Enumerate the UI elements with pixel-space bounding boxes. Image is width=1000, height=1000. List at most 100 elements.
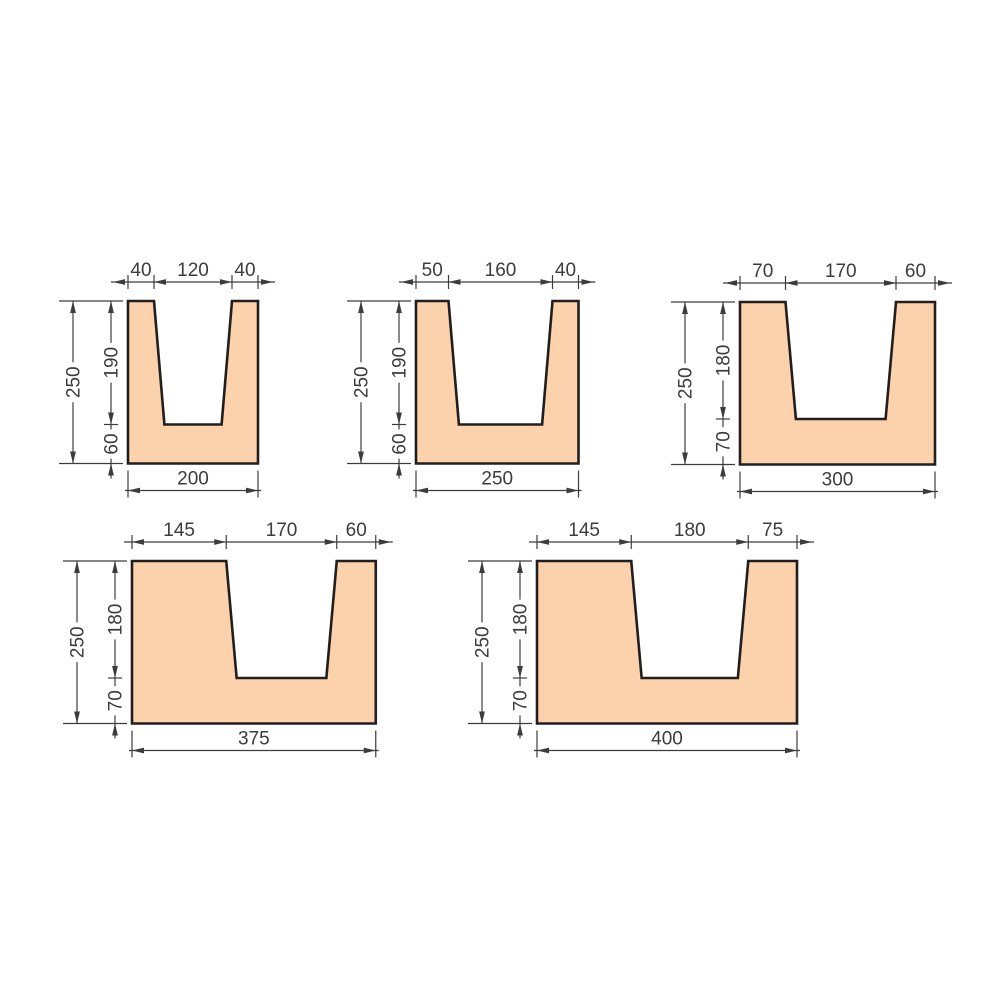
- dimension-label: 170: [266, 520, 298, 541]
- dimension-arrow: [537, 539, 549, 545]
- dimension-arrow: [113, 279, 125, 285]
- u-block-250: 50 160 40 250 190 60 250: [347, 260, 596, 498]
- dimension-arrow: [246, 487, 258, 494]
- u-block-300: 70 170 60 250 180 70 300: [671, 261, 952, 499]
- dimension-arrow: [725, 280, 737, 286]
- dimension-label: 75: [762, 520, 783, 541]
- dimension-label: 145: [568, 520, 600, 541]
- dimension-label: 180: [714, 345, 735, 377]
- dimension-label: 200: [177, 469, 209, 490]
- dimension-arrow: [923, 488, 935, 495]
- u-block-shape: [414, 299, 580, 465]
- label-mask: [473, 622, 491, 663]
- dimension-label-group: 60: [390, 429, 411, 459]
- dimension-label: 375: [238, 729, 270, 750]
- dimension-label: 400: [651, 729, 683, 750]
- dimension-arrow: [324, 539, 337, 545]
- dimension-arrow: [720, 464, 726, 477]
- label-mask: [714, 427, 732, 457]
- dimension-arrow: [70, 301, 76, 313]
- dimension-arrow: [720, 407, 726, 419]
- dimension-arrow: [416, 487, 428, 494]
- dimension-label: 70: [511, 690, 532, 711]
- dimension-arrow: [401, 279, 413, 285]
- dimension-arrow: [70, 451, 76, 464]
- dimension-arrow: [740, 488, 752, 495]
- label-mask: [102, 429, 120, 459]
- label-mask: [102, 342, 120, 383]
- dimension-arrow: [619, 539, 632, 545]
- dimension-arrow: [112, 723, 118, 736]
- dimension-arrow: [132, 539, 144, 545]
- dimension-label: 50: [422, 260, 443, 281]
- dimension-arrow: [358, 301, 364, 313]
- dimension-arrow: [566, 487, 579, 494]
- dimension-label: 120: [177, 260, 209, 281]
- dimension-label-group: 250: [676, 363, 697, 404]
- dimension-label: 300: [822, 470, 854, 491]
- label-mask: [714, 340, 732, 381]
- label-mask: [352, 362, 370, 403]
- dimension-arrow: [720, 302, 726, 314]
- dimension-arrow: [214, 539, 227, 545]
- dimension-label: 40: [555, 260, 576, 281]
- label-mask: [68, 622, 86, 663]
- dimension-label: 70: [106, 690, 127, 711]
- dimension-arrow: [736, 539, 749, 545]
- dimension-label-group: 250: [64, 362, 85, 403]
- dimension-arrow: [132, 747, 144, 754]
- dimension-arrow: [682, 302, 688, 314]
- dimension-arrow: [396, 412, 402, 425]
- dimension-arrow: [378, 539, 391, 545]
- dimension-label-group: 250: [473, 622, 494, 663]
- dimension-arrow: [108, 412, 114, 425]
- dimension-label-group: 250: [68, 622, 89, 663]
- dimension-label: 60: [905, 261, 926, 282]
- dimension-arrow: [479, 711, 485, 724]
- dimension-label: 170: [825, 261, 857, 282]
- dimension-arrow: [938, 280, 950, 286]
- dimension-label: 190: [390, 347, 411, 379]
- dimension-arrow: [112, 666, 118, 678]
- dimension-label: 250: [676, 367, 697, 399]
- dimension-arrow: [396, 463, 402, 476]
- u-block-shape: [535, 559, 799, 725]
- dimension-label-group: 180: [714, 340, 735, 381]
- dimension-label-group: 180: [511, 599, 532, 640]
- dimension-label-group: 180: [106, 599, 127, 640]
- dimension-arrow: [358, 451, 364, 464]
- dimension-label: 190: [102, 347, 123, 379]
- dimension-arrow: [108, 301, 114, 313]
- label-mask: [106, 599, 124, 640]
- dimension-label: 70: [752, 261, 773, 282]
- u-block-shape: [130, 559, 378, 725]
- dimension-arrow: [537, 747, 549, 754]
- dimension-label: 70: [714, 431, 735, 452]
- dimension-arrow: [154, 279, 166, 285]
- u-block-400: 145 180 75 250 180 70 400: [468, 520, 814, 758]
- dimension-arrow: [479, 561, 485, 573]
- dimension-arrow: [517, 561, 523, 573]
- dimension-arrow: [800, 539, 812, 545]
- label-mask: [511, 599, 529, 640]
- label-mask: [676, 363, 694, 404]
- label-mask: [390, 429, 408, 459]
- dimension-arrow: [682, 452, 688, 465]
- dimension-label-group: 190: [390, 342, 411, 383]
- u-block-375: 145 170 60 250 180 70 375: [63, 520, 393, 758]
- dimension-arrow: [363, 747, 376, 754]
- label-mask: [64, 362, 82, 403]
- dimension-arrow: [517, 723, 523, 736]
- dimension-arrow: [74, 711, 80, 724]
- dimension-label: 180: [511, 604, 532, 636]
- dimension-arrow: [108, 463, 114, 476]
- label-mask: [390, 342, 408, 383]
- dimension-label-group: 60: [102, 429, 123, 459]
- dimension-label: 40: [130, 260, 151, 281]
- dimension-arrow: [785, 280, 798, 286]
- dimension-label-group: 250: [352, 362, 373, 403]
- dimension-arrow: [517, 666, 523, 678]
- u-block-shape: [126, 299, 260, 465]
